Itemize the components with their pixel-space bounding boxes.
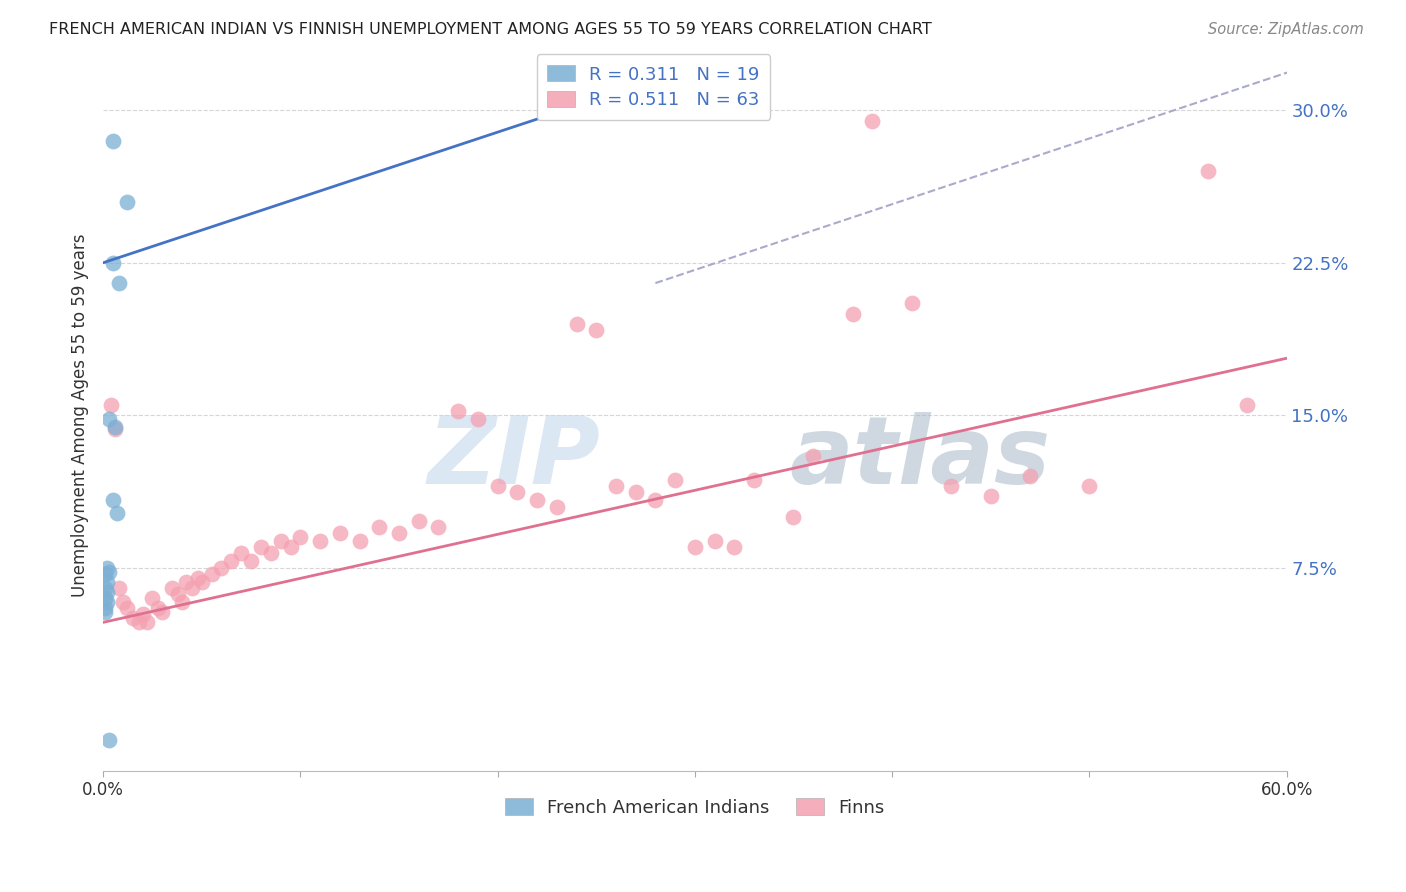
Point	[782, 509, 804, 524]
Point	[221, 554, 243, 568]
Point	[167, 587, 190, 601]
Point	[644, 493, 666, 508]
Point	[211, 560, 233, 574]
Point	[329, 526, 352, 541]
Point	[467, 412, 489, 426]
Point	[703, 534, 725, 549]
Point	[742, 473, 765, 487]
Point	[260, 546, 283, 560]
Point	[104, 422, 127, 436]
Point	[101, 134, 124, 148]
Point	[115, 194, 138, 209]
Point	[108, 276, 131, 290]
Point	[980, 490, 1002, 504]
Point	[94, 605, 117, 619]
Point	[901, 296, 924, 310]
Point	[1019, 469, 1042, 483]
Point	[388, 526, 411, 541]
Point	[1078, 479, 1101, 493]
Point	[290, 530, 312, 544]
Point	[546, 500, 568, 514]
Point	[170, 595, 193, 609]
Point	[683, 540, 706, 554]
Point	[585, 323, 607, 337]
Point	[723, 540, 745, 554]
Point	[941, 479, 963, 493]
Point	[1236, 398, 1258, 412]
Point	[131, 607, 153, 622]
Point	[108, 581, 131, 595]
Point	[98, 733, 121, 747]
Point	[506, 485, 529, 500]
Text: atlas: atlas	[790, 412, 1050, 504]
Point	[526, 493, 548, 508]
Point	[94, 581, 117, 595]
Point	[96, 560, 118, 574]
Point	[664, 473, 686, 487]
Point	[280, 540, 302, 554]
Point	[368, 520, 391, 534]
Point	[94, 591, 117, 605]
Text: Source: ZipAtlas.com: Source: ZipAtlas.com	[1208, 22, 1364, 37]
Point	[180, 581, 202, 595]
Point	[174, 574, 197, 589]
Point	[115, 601, 138, 615]
Point	[96, 595, 118, 609]
Point	[105, 506, 128, 520]
Point	[100, 398, 122, 412]
Point	[801, 449, 824, 463]
Point	[150, 605, 173, 619]
Point	[447, 404, 470, 418]
Point	[94, 601, 117, 615]
Point	[96, 574, 118, 589]
Point	[240, 554, 263, 568]
Point	[1197, 164, 1219, 178]
Point	[187, 571, 209, 585]
Point	[104, 420, 127, 434]
Text: ZIP: ZIP	[427, 412, 600, 504]
Point	[111, 595, 134, 609]
Point	[101, 493, 124, 508]
Point	[605, 479, 627, 493]
Point	[148, 601, 170, 615]
Point	[160, 581, 183, 595]
Point	[101, 256, 124, 270]
Point	[201, 566, 224, 581]
Text: FRENCH AMERICAN INDIAN VS FINNISH UNEMPLOYMENT AMONG AGES 55 TO 59 YEARS CORRELA: FRENCH AMERICAN INDIAN VS FINNISH UNEMPL…	[49, 22, 932, 37]
Point	[565, 317, 588, 331]
Point	[250, 540, 273, 554]
Point	[98, 412, 121, 426]
Point	[408, 514, 430, 528]
Point	[231, 546, 253, 560]
Point	[349, 534, 371, 549]
Y-axis label: Unemployment Among Ages 55 to 59 years: Unemployment Among Ages 55 to 59 years	[72, 234, 89, 597]
Point	[141, 591, 163, 605]
Point	[94, 566, 117, 581]
Point	[128, 615, 150, 630]
Point	[309, 534, 332, 549]
Point	[135, 615, 157, 630]
Point	[486, 479, 509, 493]
Legend: French American Indians, Finns: French American Indians, Finns	[496, 789, 893, 826]
Point	[96, 585, 118, 599]
Point	[121, 611, 143, 625]
Point	[427, 520, 450, 534]
Point	[860, 113, 883, 128]
Point	[98, 565, 121, 579]
Point	[270, 534, 292, 549]
Point	[624, 485, 647, 500]
Point	[190, 574, 212, 589]
Point	[841, 307, 863, 321]
